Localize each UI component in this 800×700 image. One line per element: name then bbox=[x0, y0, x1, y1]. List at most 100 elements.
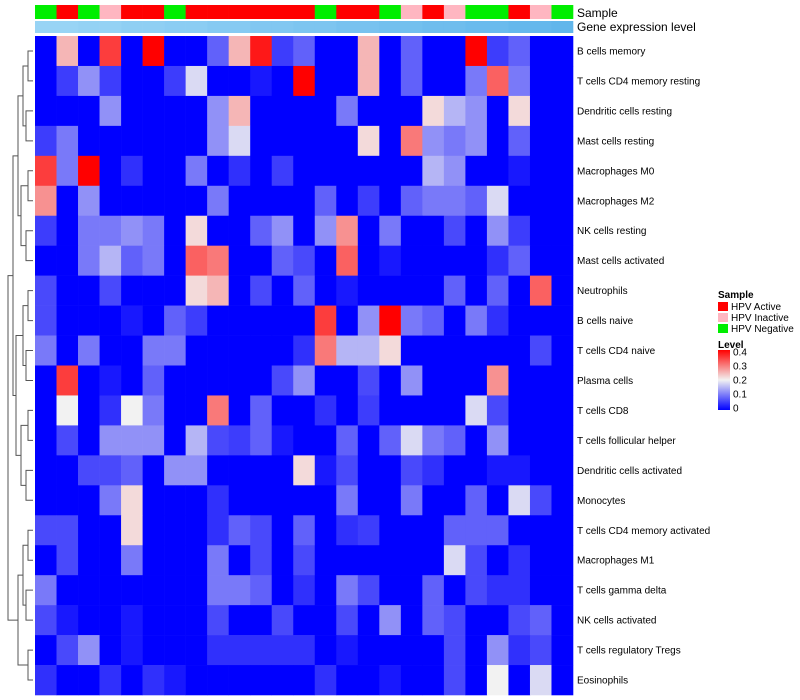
heatmap-cell bbox=[207, 215, 229, 246]
sample-annotation-cell bbox=[379, 5, 402, 19]
heatmap-cell bbox=[142, 305, 165, 336]
heatmap-cell bbox=[121, 515, 143, 546]
heatmap-cell bbox=[508, 335, 531, 366]
heatmap-cell bbox=[271, 215, 294, 246]
heatmap-cell bbox=[207, 425, 229, 456]
heatmap-cell bbox=[400, 515, 423, 546]
heatmap-cell bbox=[422, 365, 445, 396]
heatmap-cell bbox=[422, 65, 445, 97]
heatmap-cell bbox=[207, 395, 229, 426]
heatmap-cell bbox=[56, 365, 79, 396]
heatmap-cell bbox=[379, 635, 402, 666]
heatmap-cell bbox=[185, 365, 208, 396]
heatmap-cell bbox=[336, 485, 359, 516]
heatmap-cell bbox=[400, 335, 423, 366]
heatmap-cell bbox=[99, 545, 122, 576]
heatmap-cell bbox=[99, 515, 122, 546]
heatmap-cell bbox=[78, 635, 100, 666]
heatmap-cell bbox=[486, 425, 509, 456]
heatmap-cell bbox=[400, 125, 423, 157]
sample-annotation-cell bbox=[551, 5, 574, 19]
sample-annotation-cell bbox=[529, 5, 552, 19]
heatmap-cell bbox=[78, 275, 100, 306]
heatmap-cell bbox=[422, 665, 445, 696]
heatmap-cell bbox=[121, 485, 143, 516]
heatmap-cell bbox=[400, 215, 423, 246]
heatmap-cell bbox=[121, 215, 143, 246]
heatmap-cell bbox=[508, 275, 531, 306]
heatmap-cell bbox=[207, 125, 229, 157]
heatmap-cell bbox=[529, 635, 552, 666]
heatmap-cell bbox=[35, 215, 57, 246]
heatmap-cell bbox=[121, 125, 143, 157]
heatmap-cell bbox=[508, 455, 531, 486]
heatmap-cell bbox=[185, 515, 208, 546]
heatmap-cell bbox=[185, 605, 208, 636]
heatmap-cell bbox=[293, 425, 316, 456]
heatmap-cell bbox=[400, 425, 423, 456]
dendrogram-branch bbox=[25, 589, 33, 621]
heatmap-cell bbox=[207, 575, 229, 606]
heatmap-cell bbox=[486, 155, 509, 187]
heatmap-cell bbox=[486, 665, 509, 696]
heatmap-cell bbox=[486, 515, 509, 546]
dendrogram-branch bbox=[27, 170, 33, 202]
heatmap-cell bbox=[250, 36, 273, 67]
heatmap-cell bbox=[207, 95, 229, 127]
heatmap-cell bbox=[78, 305, 100, 336]
heatmap-cell bbox=[486, 575, 509, 606]
heatmap-cell bbox=[508, 575, 531, 606]
heatmap-cell bbox=[443, 275, 466, 306]
heatmap-cell bbox=[486, 485, 509, 516]
heatmap-cell bbox=[465, 155, 488, 187]
heatmap-cell bbox=[486, 305, 509, 336]
heatmap-cell bbox=[443, 515, 466, 546]
heatmap-cell bbox=[99, 605, 122, 636]
heatmap-cell bbox=[357, 215, 380, 246]
heatmap-cell bbox=[78, 185, 100, 217]
heatmap-cell bbox=[121, 425, 143, 456]
heatmap-cell bbox=[78, 665, 100, 696]
heatmap-cell bbox=[379, 335, 402, 366]
heatmap-cell bbox=[228, 455, 251, 486]
heatmap-cell bbox=[78, 36, 100, 67]
heatmap-cell bbox=[250, 245, 273, 276]
dendrogram-branch bbox=[20, 424, 28, 486]
heatmap-cell bbox=[293, 155, 316, 187]
legend-level-ticks: 0.4 0.3 0.2 0.1 0 bbox=[733, 348, 747, 415]
heatmap-cell bbox=[379, 95, 402, 127]
legend-level-tick-label: 0 bbox=[733, 404, 739, 415]
legend-level-tick-label: 0.4 bbox=[733, 348, 747, 359]
heatmap-cell bbox=[142, 275, 165, 306]
heatmap-cell bbox=[78, 575, 100, 606]
heatmap-cell bbox=[551, 545, 574, 576]
heatmap-cell bbox=[78, 395, 100, 426]
sample-annotation-cell bbox=[56, 5, 79, 19]
heatmap-cell bbox=[336, 36, 359, 67]
heatmap-cell bbox=[314, 575, 337, 606]
heatmap-cell bbox=[314, 455, 337, 486]
heatmap-cell bbox=[508, 365, 531, 396]
heatmap-cell bbox=[78, 155, 100, 187]
heatmap-cell bbox=[35, 635, 57, 666]
heatmap-cell bbox=[121, 65, 143, 97]
legend-sample-swatch bbox=[718, 313, 728, 322]
heatmap-cell bbox=[185, 455, 208, 486]
heatmap-cell bbox=[357, 155, 380, 187]
heatmap-cell bbox=[379, 185, 402, 217]
heatmap-cell bbox=[35, 365, 57, 396]
heatmap-cell bbox=[551, 365, 574, 396]
heatmap-cell bbox=[250, 485, 273, 516]
heatmap-cell bbox=[529, 605, 552, 636]
heatmap-cell bbox=[35, 485, 57, 516]
heatmap-cell bbox=[271, 455, 294, 486]
heatmap-cell bbox=[271, 335, 294, 366]
heatmap-cell bbox=[56, 36, 79, 67]
heatmap-cell bbox=[250, 665, 273, 696]
sample-annotation-cell bbox=[78, 5, 100, 19]
heatmap-cell bbox=[400, 305, 423, 336]
heatmap-cell bbox=[250, 635, 273, 666]
gene-expression-annotation-cell bbox=[357, 21, 380, 33]
heatmap-cell bbox=[142, 95, 165, 127]
heatmap-cell bbox=[271, 395, 294, 426]
